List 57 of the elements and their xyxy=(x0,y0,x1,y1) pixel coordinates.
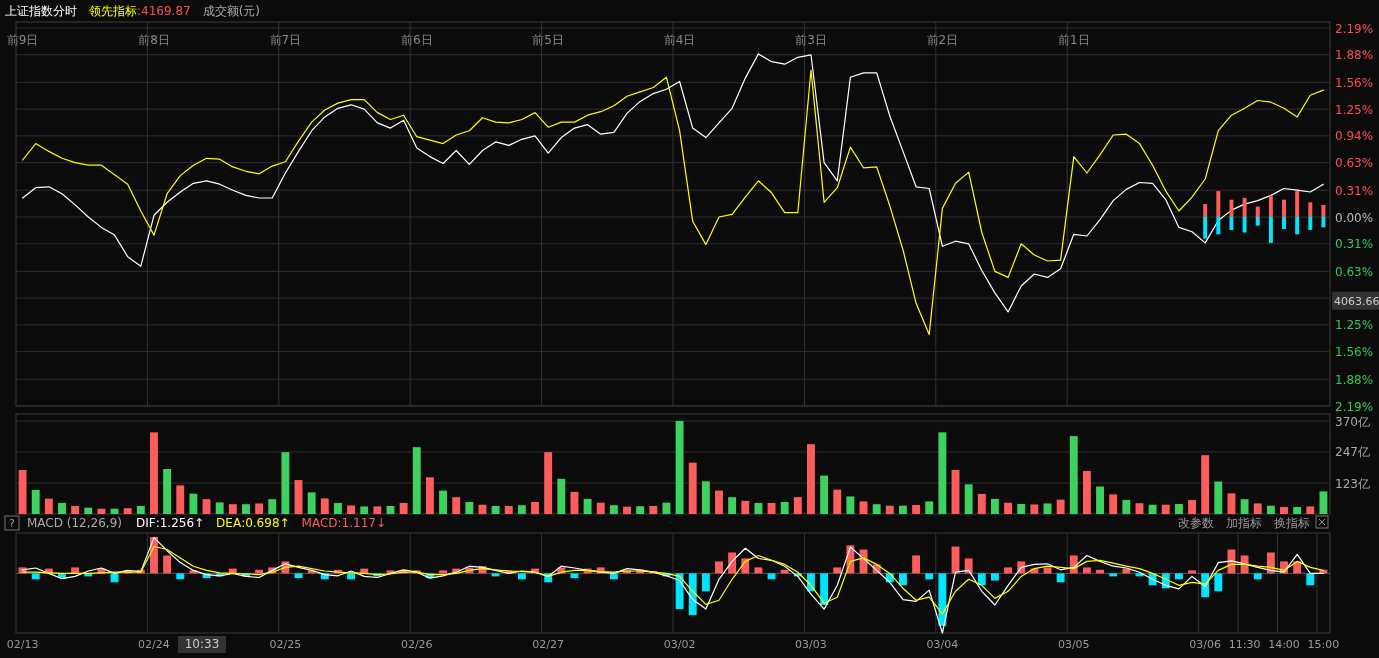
x-tick-label: 03/03 xyxy=(795,638,827,651)
y-tick-label: 1.25% xyxy=(1335,318,1374,333)
y-tick-label: 2.19% xyxy=(1335,399,1374,414)
x-tick-label: 前8日 xyxy=(138,33,170,47)
text: :0.698↑ xyxy=(241,516,290,530)
x-tick-label: 15:00 xyxy=(1307,638,1340,651)
y-tick-label: 0.31% xyxy=(1335,183,1374,198)
y-tick-label: 0.63% xyxy=(1335,156,1374,171)
text: MACD xyxy=(301,516,338,530)
y-tick-label: 1.88% xyxy=(1335,48,1374,63)
text: 10:33 xyxy=(184,637,220,651)
x-tick-label: 02/26 xyxy=(400,638,433,651)
x-tick-label: 14:00 xyxy=(1268,638,1300,651)
y-tick-label: 0.31% xyxy=(1335,237,1374,252)
x-tick-label: 02/24 xyxy=(138,638,170,651)
x-tick-label: 03/05 xyxy=(1057,638,1090,651)
text: 分时 xyxy=(53,4,77,18)
x-tick-label: 前2日 xyxy=(926,33,959,47)
y-tick-label: 0.94% xyxy=(1335,129,1374,144)
y-tick-label: 0.63% xyxy=(1335,264,1374,279)
y-tick-label: 2.19% xyxy=(1335,21,1374,36)
x-tick-label: 前7日 xyxy=(269,33,302,47)
x-tick-label: 02/27 xyxy=(532,638,565,651)
text: 成交额(元) xyxy=(202,4,261,18)
y-tick-label: 1.25% xyxy=(1335,102,1374,117)
text: DEA xyxy=(216,516,242,530)
y-tick-label: 370亿 xyxy=(1335,414,1370,429)
x-tick-label: 02/25 xyxy=(269,638,302,651)
chart-subtitle: ? xyxy=(9,517,15,530)
text: 4063.66 xyxy=(1334,294,1379,308)
y-tick-label: 247亿 xyxy=(1335,445,1370,460)
y-tick-label: 0.00% xyxy=(1335,210,1374,225)
text: 改参数 xyxy=(1178,516,1214,530)
x-tick-label: 02/13 xyxy=(6,638,39,651)
text: 换指标 xyxy=(1274,516,1310,530)
x-tick-label: 03/06 xyxy=(1189,638,1222,651)
text: :1.117↓ xyxy=(337,516,387,530)
y-tick-label: 1.56% xyxy=(1335,75,1374,90)
chart-title: MACD (12,26,9) xyxy=(27,516,122,530)
x-tick-label: 前9日 xyxy=(6,33,39,47)
x-tick-label: 前1日 xyxy=(1057,33,1090,47)
x-tick-label: 前3日 xyxy=(795,33,827,47)
x-tick-label: 前6日 xyxy=(400,33,433,47)
y-tick-label: 123亿 xyxy=(1335,476,1370,491)
series-label: DIF xyxy=(135,516,156,530)
text: :1.256↑ xyxy=(155,516,205,530)
x-tick-label: 前5日 xyxy=(532,33,564,47)
x-tick-label: 前4日 xyxy=(663,33,696,47)
text: 上证指数 xyxy=(5,4,53,18)
y-tick-label: 1.88% xyxy=(1335,372,1374,387)
x-tick-label: 03/02 xyxy=(663,638,696,651)
x-tick-label: 11:30 xyxy=(1228,638,1261,651)
text: :4169.87 xyxy=(137,4,191,18)
x-tick-label: 03/04 xyxy=(926,638,959,651)
text: 领先指标 xyxy=(89,4,137,18)
y-tick-label: 1.56% xyxy=(1335,345,1374,360)
text: 加指标 xyxy=(1226,516,1262,530)
